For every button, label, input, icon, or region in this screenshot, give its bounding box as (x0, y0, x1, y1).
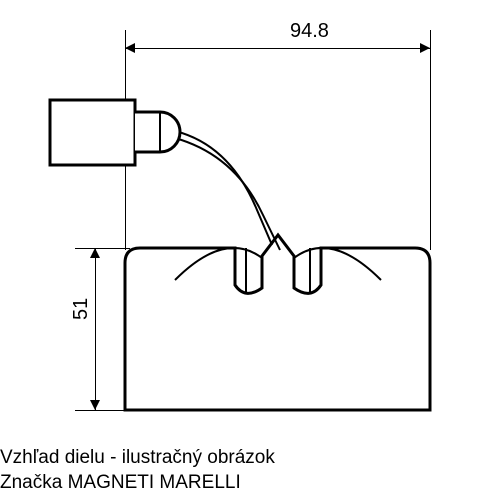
brake-pad-outline (0, 0, 500, 440)
caption-line-1: Vzhľad dielu - ilustračný obrázok (0, 447, 275, 469)
technical-drawing: 94.8 51 Vzhľad dielu - ilustračný obrázo… (0, 0, 500, 500)
caption-line-2: Značka MAGNETI MARELLI (0, 472, 241, 494)
